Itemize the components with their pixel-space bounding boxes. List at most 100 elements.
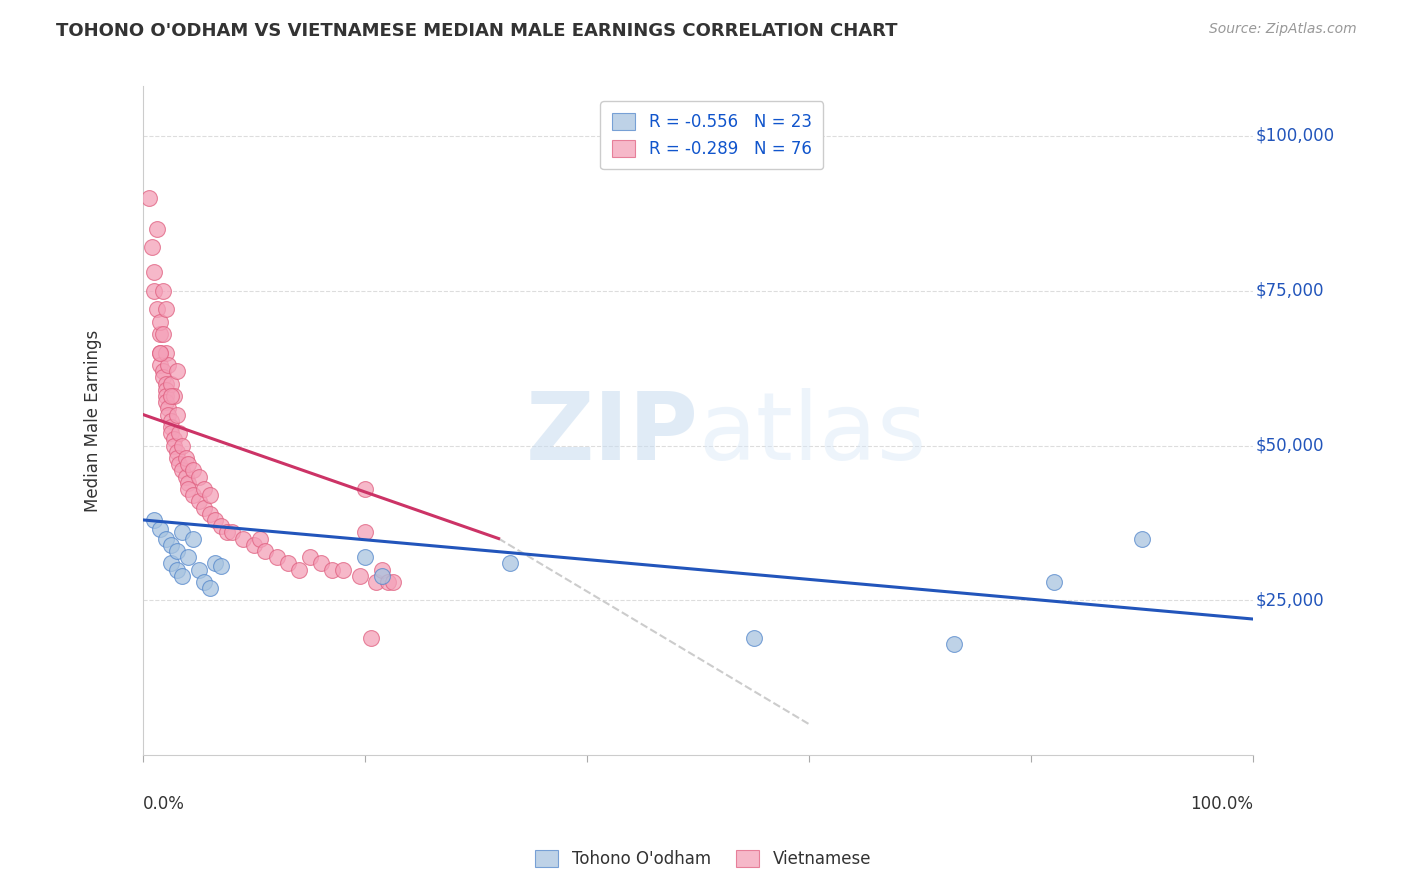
Point <box>160 426 183 441</box>
Point <box>204 513 226 527</box>
Point <box>198 488 221 502</box>
Point <box>160 538 183 552</box>
Point <box>149 345 172 359</box>
Point <box>187 562 209 576</box>
Point <box>332 562 354 576</box>
Point <box>155 395 177 409</box>
Point <box>1132 532 1154 546</box>
Point <box>163 433 186 447</box>
Point <box>942 637 965 651</box>
Point <box>209 519 232 533</box>
Point <box>181 463 204 477</box>
Point <box>204 557 226 571</box>
Text: $50,000: $50,000 <box>1256 436 1324 455</box>
Point <box>143 513 166 527</box>
Point <box>266 550 288 565</box>
Point <box>193 482 215 496</box>
Text: $75,000: $75,000 <box>1256 282 1324 300</box>
Point <box>354 550 377 565</box>
Point <box>382 574 405 589</box>
Point <box>177 457 200 471</box>
Point <box>152 364 174 378</box>
Text: ZIP: ZIP <box>526 388 699 480</box>
Point <box>155 389 177 403</box>
Point <box>149 522 172 536</box>
Point <box>160 376 183 391</box>
Text: 0.0%: 0.0% <box>143 796 186 814</box>
Point <box>1042 574 1064 589</box>
Point <box>152 284 174 298</box>
Point <box>254 544 277 558</box>
Point <box>172 568 194 582</box>
Point <box>143 284 166 298</box>
Text: $25,000: $25,000 <box>1256 591 1324 609</box>
Point <box>193 574 215 589</box>
Point <box>160 557 183 571</box>
Point <box>181 532 204 546</box>
Legend: Tohono O'odham, Vietnamese: Tohono O'odham, Vietnamese <box>529 843 877 875</box>
Point <box>177 482 200 496</box>
Point <box>160 420 183 434</box>
Point <box>181 488 204 502</box>
Point <box>187 494 209 508</box>
Point <box>156 401 179 416</box>
Point <box>177 550 200 565</box>
Point <box>287 562 309 576</box>
Point <box>198 507 221 521</box>
Legend: R = -0.556   N = 23, R = -0.289   N = 76: R = -0.556 N = 23, R = -0.289 N = 76 <box>600 102 824 169</box>
Text: atlas: atlas <box>699 388 927 480</box>
Point <box>149 358 172 372</box>
Point <box>349 568 371 582</box>
Point <box>174 450 197 465</box>
Point <box>177 475 200 490</box>
Point <box>174 469 197 483</box>
Text: TOHONO O'ODHAM VS VIETNAMESE MEDIAN MALE EARNINGS CORRELATION CHART: TOHONO O'ODHAM VS VIETNAMESE MEDIAN MALE… <box>56 22 898 40</box>
Point <box>166 445 188 459</box>
Point <box>149 327 172 342</box>
Point <box>145 302 167 317</box>
Point <box>166 408 188 422</box>
Point <box>377 574 399 589</box>
Point <box>277 557 299 571</box>
Point <box>145 222 167 236</box>
Point <box>366 574 388 589</box>
Point <box>215 525 238 540</box>
Point <box>167 426 190 441</box>
Point <box>163 389 186 403</box>
Point <box>155 302 177 317</box>
Point <box>354 482 377 496</box>
Point <box>298 550 321 565</box>
Point <box>243 538 266 552</box>
Point <box>321 562 343 576</box>
Point <box>156 408 179 422</box>
Point <box>149 315 172 329</box>
Text: Source: ZipAtlas.com: Source: ZipAtlas.com <box>1209 22 1357 37</box>
Text: $100,000: $100,000 <box>1256 127 1334 145</box>
Point <box>167 457 190 471</box>
Point <box>371 562 394 576</box>
Point <box>221 525 243 540</box>
Point <box>160 414 183 428</box>
Point <box>172 463 194 477</box>
Point <box>354 525 377 540</box>
Point <box>166 544 188 558</box>
Text: Median Male Earnings: Median Male Earnings <box>84 330 103 512</box>
Point <box>155 383 177 397</box>
Point <box>209 559 232 574</box>
Point <box>141 240 163 254</box>
Point <box>360 631 382 645</box>
Point <box>198 581 221 595</box>
Point <box>232 532 254 546</box>
Point <box>156 358 179 372</box>
Point <box>742 631 765 645</box>
Point <box>160 389 183 403</box>
Point <box>138 191 160 205</box>
Point <box>172 439 194 453</box>
Point <box>143 265 166 279</box>
Point <box>371 568 394 582</box>
Point <box>187 469 209 483</box>
Point <box>166 562 188 576</box>
Point <box>149 345 172 359</box>
Point <box>498 557 520 571</box>
Point <box>152 327 174 342</box>
